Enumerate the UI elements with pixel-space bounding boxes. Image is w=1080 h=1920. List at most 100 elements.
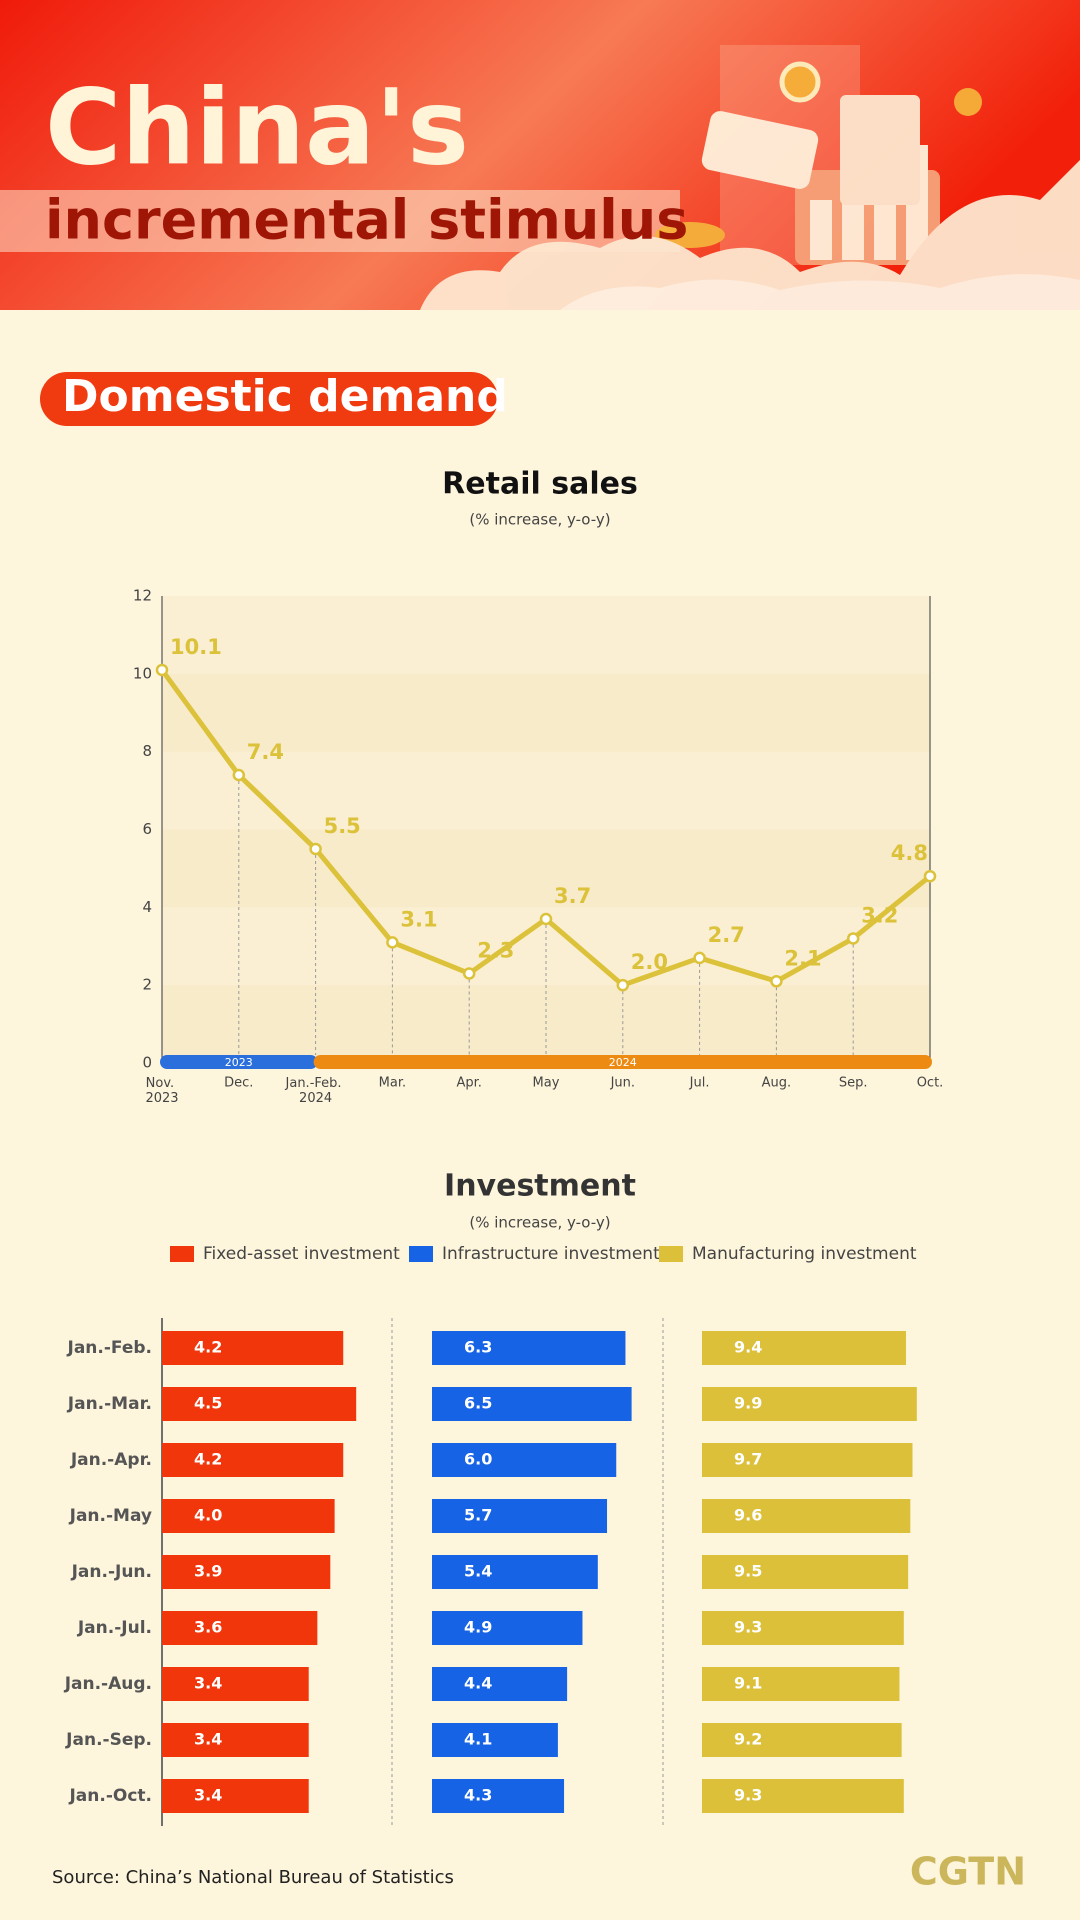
- bar: [162, 1387, 357, 1421]
- data-label: 10.1: [170, 635, 222, 659]
- bar: [432, 1611, 583, 1645]
- data-label: 4.3: [464, 1786, 492, 1805]
- header-illustration: [420, 45, 1080, 310]
- point: [155, 663, 169, 677]
- year-band-label: 2024: [609, 1056, 637, 1069]
- data-label: 4.4: [464, 1674, 492, 1693]
- x-tick-label: Aug.: [762, 1076, 792, 1091]
- y-tick-label: Jan.-Sep.: [65, 1730, 152, 1750]
- data-label: 9.1: [734, 1674, 762, 1693]
- grid-band: [162, 596, 930, 674]
- bar: [162, 1555, 331, 1589]
- section-pill: [40, 372, 498, 426]
- bar: [162, 1611, 318, 1645]
- bar: [432, 1499, 608, 1533]
- chart-title: Retail sales: [442, 467, 638, 502]
- y-tick-label: 0: [142, 1054, 152, 1072]
- bar: [162, 1779, 309, 1813]
- y-tick-label: Jan.-Oct.: [68, 1786, 152, 1806]
- bar: [702, 1387, 917, 1421]
- bar: [702, 1331, 906, 1365]
- x-tick-label: Jun.: [610, 1076, 635, 1091]
- grid-band: [162, 751, 930, 830]
- data-label: 9.9: [734, 1394, 762, 1413]
- y-tick-label: Jan.-Jun.: [71, 1562, 152, 1582]
- bar: [432, 1667, 568, 1701]
- legend-swatch: [409, 1246, 433, 1262]
- bar: [702, 1611, 904, 1645]
- point: [462, 967, 476, 980]
- data-label: 9.6: [734, 1506, 762, 1525]
- data-label: 2.1: [784, 946, 821, 970]
- data-label: 3.7: [554, 884, 591, 908]
- x-tick-label: Oct.: [917, 1076, 944, 1091]
- data-label: 3.9: [194, 1562, 222, 1581]
- y-tick-label: 8: [142, 742, 152, 760]
- source: Source: China’s National Bureau of Stati…: [52, 1867, 454, 1888]
- x-tick-label: Jan.-Feb. 2024: [285, 1076, 346, 1106]
- point: [770, 975, 783, 988]
- year-band: [160, 1055, 318, 1069]
- chart-title: Investment: [444, 1169, 636, 1204]
- data-label: 4.8: [891, 841, 928, 865]
- data-label: 3.4: [194, 1730, 222, 1749]
- x-tick-label: Jul.: [689, 1076, 710, 1091]
- bar: [702, 1443, 913, 1477]
- y-tick-label: 4: [142, 898, 152, 916]
- data-label: 6.5: [464, 1394, 492, 1413]
- y-tick-label: 10: [133, 664, 152, 682]
- bar: [702, 1723, 902, 1757]
- bar: [432, 1387, 632, 1421]
- header-subtitle: incremental stimulus: [45, 189, 688, 252]
- legend-label: Fixed-asset investment: [203, 1244, 400, 1264]
- data-label: 3.6: [194, 1618, 222, 1637]
- legend-label: Manufacturing investment: [692, 1244, 917, 1264]
- bar: [432, 1443, 617, 1477]
- bar: [162, 1667, 309, 1701]
- data-label: 4.5: [194, 1394, 222, 1413]
- data-label: 9.2: [734, 1730, 762, 1749]
- data-label: 6.3: [464, 1338, 492, 1357]
- data-label: 5.5: [324, 814, 361, 838]
- legend-swatch: [659, 1246, 683, 1262]
- x-tick-label: Nov. 2023: [145, 1076, 178, 1106]
- header-title: China's: [45, 66, 469, 188]
- legend-swatch: [170, 1246, 194, 1262]
- bar: [702, 1667, 900, 1701]
- data-label: 7.4: [247, 740, 284, 764]
- data-label: 9.7: [734, 1450, 762, 1469]
- x-tick-label: Sep.: [839, 1076, 868, 1091]
- data-label: 5.7: [464, 1506, 492, 1525]
- data-label: 3.2: [861, 903, 898, 927]
- point: [923, 869, 937, 883]
- header-stripe: [0, 190, 680, 252]
- data-label: 5.4: [464, 1562, 492, 1581]
- x-tick-label: Mar.: [379, 1076, 406, 1091]
- bar: [702, 1499, 911, 1533]
- data-label: 9.3: [734, 1618, 762, 1637]
- chart-subtitle: (% increase, y-o-y): [469, 511, 610, 529]
- legend-label: Infrastructure investment: [442, 1244, 660, 1264]
- data-label: 3.4: [194, 1786, 222, 1805]
- year-band: [313, 1055, 933, 1069]
- data-label: 4.0: [194, 1506, 222, 1525]
- y-tick-label: Jan.-Apr.: [70, 1450, 152, 1470]
- x-tick-label: Dec.: [224, 1076, 253, 1091]
- bar: [432, 1555, 598, 1589]
- y-tick-label: 6: [142, 820, 152, 838]
- grid-band: [162, 829, 930, 908]
- data-label: 4.9: [464, 1618, 492, 1637]
- point: [616, 978, 630, 992]
- section-title: Domestic demand: [62, 371, 508, 422]
- data-label: 4.1: [464, 1730, 492, 1749]
- bar: [162, 1499, 335, 1533]
- bar: [162, 1443, 344, 1477]
- grid-band: [162, 673, 930, 752]
- y-tick-label: Jan.-May: [69, 1506, 152, 1526]
- point: [539, 912, 553, 926]
- data-label: 4.2: [194, 1338, 222, 1357]
- data-label: 3.4: [194, 1674, 222, 1693]
- bar: [162, 1331, 344, 1365]
- y-tick-label: 2: [142, 976, 152, 994]
